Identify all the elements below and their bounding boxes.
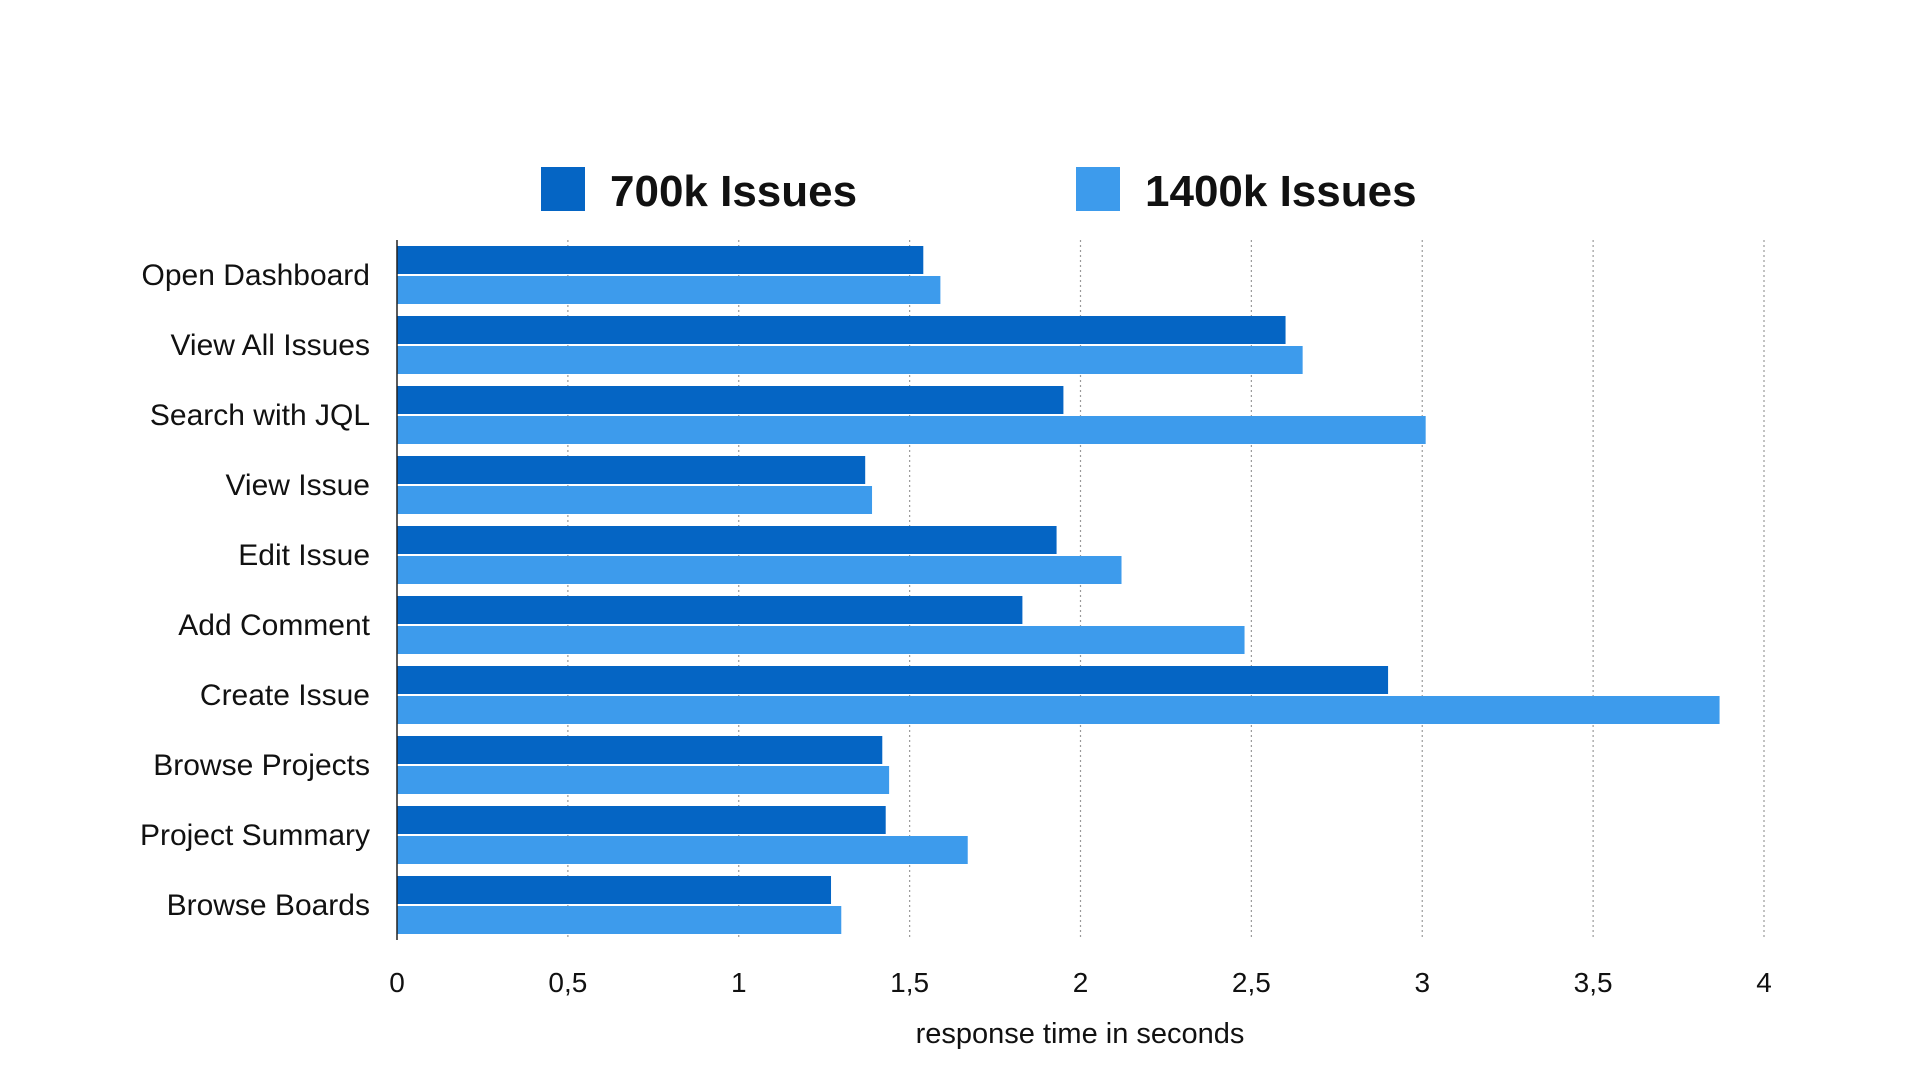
bars: [397, 246, 1720, 934]
bar-series-1: [397, 386, 1064, 414]
legend-swatch: [1076, 167, 1120, 211]
x-tick-label: 3: [1414, 967, 1430, 998]
bar-series-1: [397, 666, 1389, 694]
x-tick-label: 0: [389, 967, 405, 998]
legend: 700k Issues 1400k Issues: [541, 167, 1417, 216]
legend-label: 1400k Issues: [1145, 167, 1417, 216]
bar-series-1: [397, 876, 832, 904]
category-label: Create Issue: [200, 679, 370, 712]
bar-series-2: [397, 276, 941, 304]
x-tick-label: 1: [731, 967, 747, 998]
bar-series-2: [397, 416, 1426, 444]
bar-series-2: [397, 906, 842, 934]
category-label: Open Dashboard: [142, 259, 371, 292]
bar-series-2: [397, 346, 1303, 374]
bar-series-1: [397, 736, 883, 764]
bar-series-2: [397, 626, 1245, 654]
category-label: View Issue: [225, 469, 370, 502]
category-label: Browse Projects: [153, 749, 370, 782]
bar-series-2: [397, 486, 873, 514]
category-label: Browse Boards: [167, 889, 370, 922]
x-tick-label: 3,5: [1574, 967, 1613, 998]
bar-series-2: [397, 696, 1720, 724]
legend-label: 700k Issues: [610, 167, 857, 216]
x-tick-label: 0,5: [548, 967, 587, 998]
x-axis-title: response time in seconds: [916, 1018, 1245, 1050]
x-tick-label: 2,5: [1232, 967, 1271, 998]
x-tick-label: 2: [1073, 967, 1089, 998]
x-tick-label: 1,5: [890, 967, 929, 998]
category-label: Edit Issue: [238, 539, 370, 572]
category-label: Add Comment: [178, 609, 370, 642]
bar-series-1: [397, 456, 866, 484]
category-label: Project Summary: [140, 819, 370, 852]
category-label: Search with JQL: [150, 399, 370, 432]
legend-swatch: [541, 167, 585, 211]
bar-series-1: [397, 246, 924, 274]
bar-series-2: [397, 836, 968, 864]
bar-series-1: [397, 596, 1023, 624]
bar-series-1: [397, 806, 886, 834]
bar-series-2: [397, 766, 890, 794]
x-tick-label: 4: [1756, 967, 1772, 998]
bar-series-1: [397, 526, 1057, 554]
bar-series-2: [397, 556, 1122, 584]
x-tick-labels: 0 0,5 1 1,5 2 2,5 3 3,5 4: [389, 967, 1772, 998]
gridlines: [567, 240, 1765, 940]
category-label: View All Issues: [170, 329, 370, 362]
bar-series-1: [397, 316, 1286, 344]
category-labels: Open Dashboard View All Issues Search with…: [140, 259, 371, 922]
